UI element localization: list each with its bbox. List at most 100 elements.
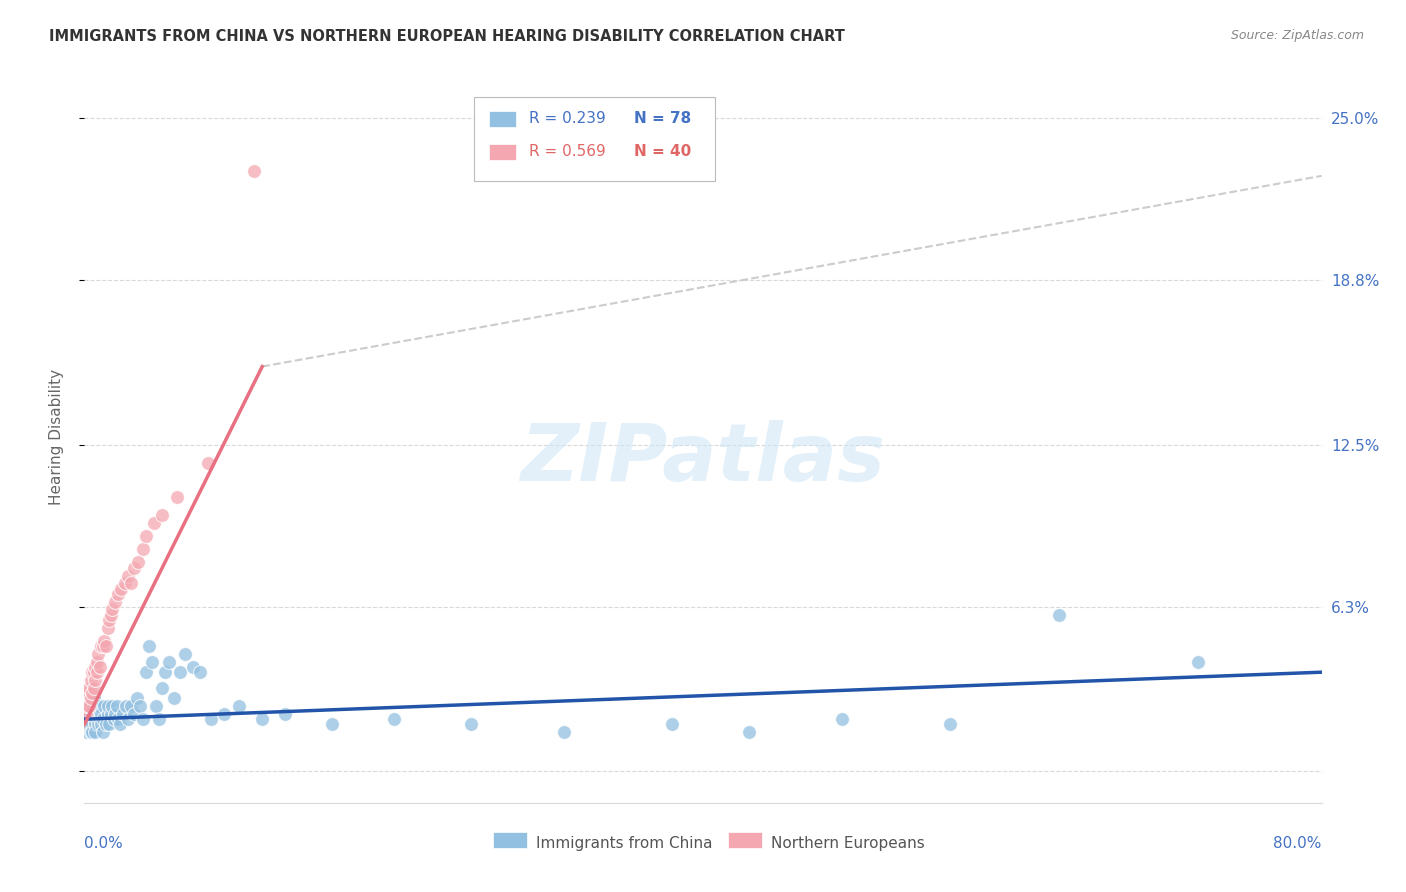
Point [100, 607, 122, 622]
Text: R = 0.569: R = 0.569 [529, 145, 606, 160]
Point [145, 699, 167, 714]
Point [135, 529, 157, 543]
Point [75, 706, 97, 721]
Point [82, 686, 104, 700]
Point [169, 665, 191, 680]
Point [79, 712, 101, 726]
Point [143, 516, 166, 531]
Text: Source: ZipAtlas.com: Source: ZipAtlas.com [1230, 29, 1364, 42]
Point [274, 706, 297, 721]
Point [98, 613, 121, 627]
Point [553, 725, 575, 739]
Point [141, 655, 163, 669]
Point [250, 712, 273, 726]
Point [188, 665, 211, 680]
Point [86, 699, 108, 714]
Point [77, 691, 100, 706]
Text: Immigrants from China: Immigrants from China [536, 836, 713, 851]
Point [150, 681, 173, 695]
Point [75, 717, 97, 731]
Point [135, 665, 157, 680]
Text: Northern Europeans: Northern Europeans [770, 836, 925, 851]
Point [87, 647, 110, 661]
Point [86, 665, 108, 680]
Point [84, 725, 107, 739]
Point [174, 647, 197, 661]
Point [87, 717, 110, 731]
Point [181, 660, 204, 674]
Point [76, 699, 98, 714]
FancyBboxPatch shape [489, 144, 516, 160]
FancyBboxPatch shape [492, 832, 527, 848]
Point [89, 699, 111, 714]
Point [79, 673, 101, 687]
Point [83, 665, 105, 680]
Point [96, 706, 118, 721]
Point [129, 699, 152, 714]
Point [82, 725, 104, 739]
Point [89, 712, 111, 726]
Point [84, 706, 107, 721]
Text: N = 78: N = 78 [634, 112, 690, 127]
Point [77, 706, 100, 721]
Point [77, 681, 100, 695]
Point [76, 725, 98, 739]
Point [82, 717, 104, 731]
Point [93, 633, 115, 648]
Point [132, 712, 155, 726]
Point [228, 699, 250, 714]
Point [831, 712, 853, 726]
Point [90, 717, 112, 731]
Point [86, 712, 108, 726]
Point [86, 655, 108, 669]
Text: 80.0%: 80.0% [1274, 836, 1322, 851]
Point [1047, 607, 1070, 622]
Point [104, 594, 127, 608]
Point [90, 706, 112, 721]
Text: 0.0%: 0.0% [84, 836, 124, 851]
Point [87, 706, 110, 721]
Point [91, 712, 114, 726]
Point [138, 639, 160, 653]
Text: ZIPatlas: ZIPatlas [520, 420, 886, 498]
Point [108, 717, 131, 731]
Point [89, 660, 111, 674]
Point [96, 621, 118, 635]
Point [84, 660, 107, 674]
Point [163, 691, 186, 706]
Point [120, 576, 142, 591]
Point [117, 568, 139, 582]
Point [91, 639, 114, 653]
Point [120, 699, 142, 714]
Y-axis label: Hearing Disability: Hearing Disability [49, 369, 63, 505]
Point [122, 560, 145, 574]
Point [84, 673, 107, 687]
Point [939, 717, 962, 731]
Point [197, 456, 219, 470]
Point [83, 681, 105, 695]
Point [90, 639, 112, 653]
Point [79, 699, 101, 714]
Point [105, 699, 128, 714]
Point [76, 686, 98, 700]
Point [77, 699, 100, 714]
Point [115, 699, 138, 714]
Point [79, 691, 101, 706]
Point [112, 706, 135, 721]
Point [93, 699, 115, 714]
Point [148, 712, 170, 726]
Point [76, 712, 98, 726]
Point [150, 508, 173, 523]
Point [100, 706, 122, 721]
Point [107, 712, 129, 726]
Point [79, 725, 101, 739]
Point [738, 725, 761, 739]
FancyBboxPatch shape [474, 97, 716, 181]
Point [110, 582, 132, 596]
Point [200, 712, 222, 726]
Point [166, 490, 188, 504]
Point [94, 639, 117, 653]
Point [122, 706, 145, 721]
Point [107, 587, 129, 601]
Point [83, 699, 105, 714]
